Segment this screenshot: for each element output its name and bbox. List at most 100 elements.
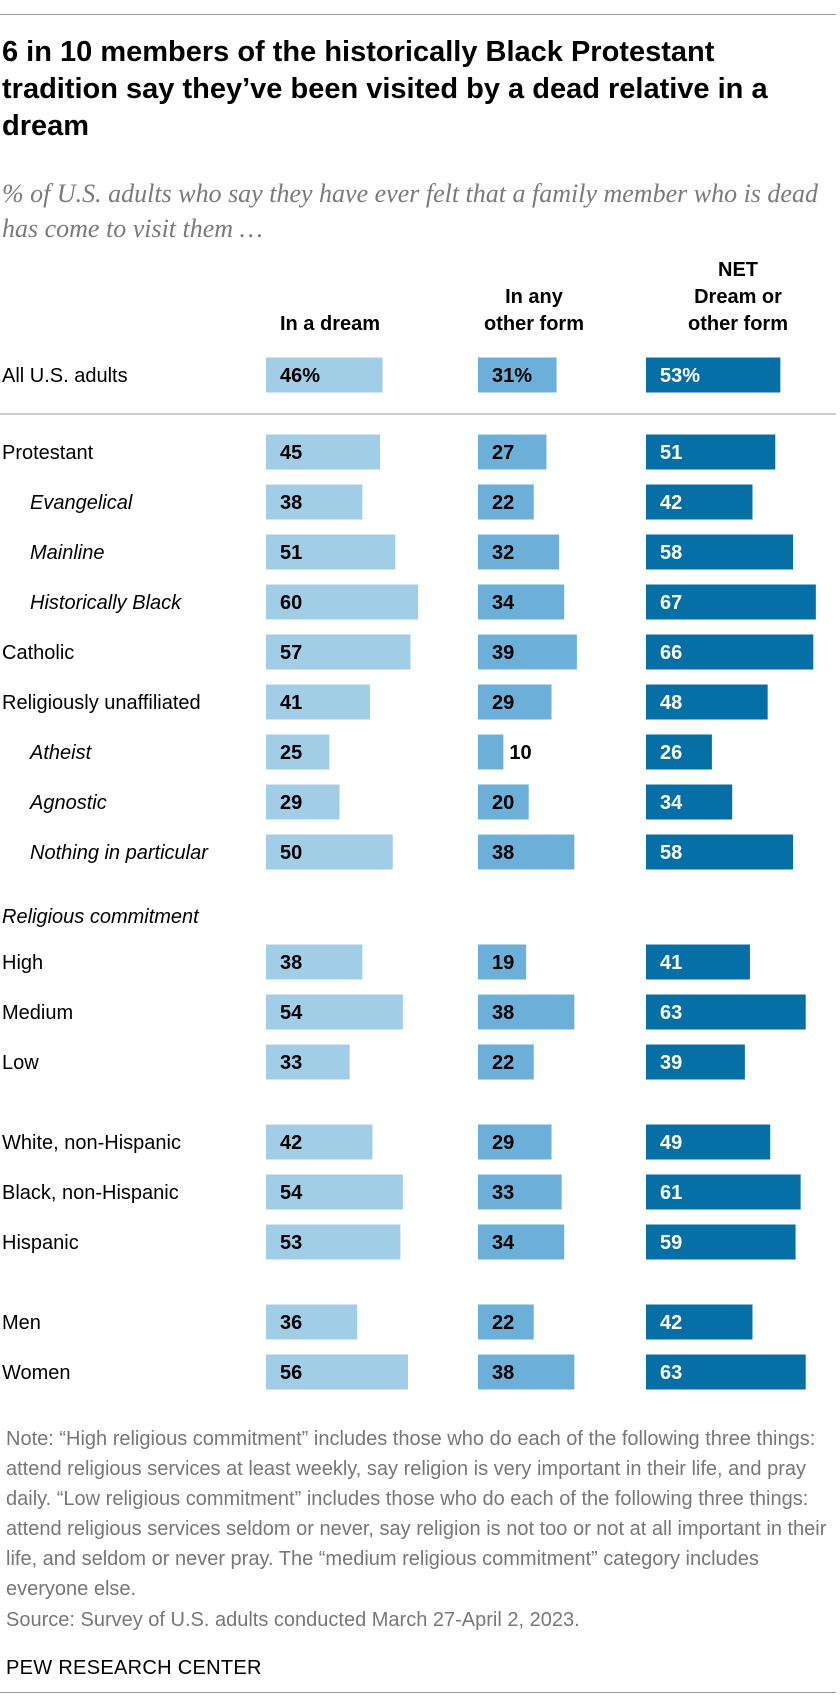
bar-other-form <box>478 634 577 670</box>
bar-dream <box>266 734 330 770</box>
bar-net <box>646 1304 753 1340</box>
data-label: 29 <box>492 692 514 714</box>
data-label: 25 <box>280 742 302 764</box>
data-label: 34 <box>492 1232 515 1254</box>
data-label: 31% <box>492 365 532 387</box>
bar-dream <box>266 484 363 520</box>
data-label: 48 <box>660 692 682 714</box>
data-label: 10 <box>509 742 531 764</box>
bar-other-form <box>478 1354 575 1390</box>
bar-other-form <box>478 684 552 720</box>
row-label: All U.S. adults <box>2 365 128 387</box>
data-label: 67 <box>660 592 682 614</box>
data-label: 54 <box>280 1182 303 1204</box>
bar-net <box>646 584 816 620</box>
bar-net <box>646 784 733 820</box>
data-label: 32 <box>492 542 514 564</box>
row-label: White, non-Hispanic <box>2 1132 181 1154</box>
bar-dream <box>266 1354 408 1390</box>
row-label: Nothing in particular <box>30 842 209 864</box>
data-label: 46% <box>280 365 320 387</box>
data-label: 49 <box>660 1132 682 1154</box>
bar-net <box>646 434 776 470</box>
bottom-rule <box>0 1692 836 1693</box>
data-label: 22 <box>492 1052 514 1074</box>
data-label: 29 <box>492 1132 514 1154</box>
data-label: 42 <box>660 1312 682 1334</box>
bar-other-form <box>478 834 575 870</box>
series-header-2: In any <box>505 286 564 308</box>
row-label: Agnostic <box>29 792 107 814</box>
bar-net <box>646 834 794 870</box>
data-label: 56 <box>280 1362 302 1384</box>
row-label: Mainline <box>30 542 104 564</box>
data-label: 38 <box>492 1002 514 1024</box>
bar-net <box>646 484 753 520</box>
row-label: Low <box>2 1052 39 1074</box>
data-label: 34 <box>492 592 515 614</box>
data-label: 33 <box>492 1182 514 1204</box>
data-label: 42 <box>280 1132 302 1154</box>
series-header-3: other form <box>688 313 788 335</box>
bar-net <box>646 944 750 980</box>
bar-dream <box>266 1124 373 1160</box>
bar-net <box>646 634 814 670</box>
bar-net <box>646 357 781 393</box>
section-header: Religious commitment <box>2 906 200 928</box>
row-label: Atheist <box>29 742 93 764</box>
bar-other-form <box>478 1124 552 1160</box>
data-label: 19 <box>492 952 514 974</box>
bar-dream <box>266 944 363 980</box>
data-label: 53 <box>280 1232 302 1254</box>
row-label: Women <box>2 1362 71 1384</box>
bar-dream <box>266 1044 350 1080</box>
bar-net <box>646 534 794 570</box>
data-label: 41 <box>280 692 302 714</box>
data-label: 22 <box>492 1312 514 1334</box>
row-label: Hispanic <box>2 1232 79 1254</box>
bar-other-form <box>478 584 565 620</box>
bar-dream <box>266 1304 358 1340</box>
data-label: 53% <box>660 365 700 387</box>
bar-dream <box>266 784 340 820</box>
bar-other-form <box>478 994 575 1030</box>
bar-other-form <box>478 784 529 820</box>
bar-other-form <box>478 484 534 520</box>
data-label: 63 <box>660 1362 682 1384</box>
bar-other-form <box>478 434 547 470</box>
bar-dream <box>266 834 393 870</box>
data-label: 20 <box>492 792 514 814</box>
data-label: 38 <box>492 842 514 864</box>
bar-other-form <box>478 1044 534 1080</box>
chart-source: Source: Survey of U.S. adults conducted … <box>6 1609 580 1631</box>
bar-other-form <box>478 357 557 393</box>
bar-dream <box>266 1174 403 1210</box>
bar-dream <box>266 534 396 570</box>
data-label: 66 <box>660 642 682 664</box>
data-label: 29 <box>280 792 302 814</box>
row-label: Medium <box>2 1002 73 1024</box>
bar-dream <box>266 584 419 620</box>
data-label: 39 <box>492 642 514 664</box>
data-label: 39 <box>660 1052 682 1074</box>
bar-net <box>646 1174 801 1210</box>
data-label: 61 <box>660 1182 682 1204</box>
data-label: 38 <box>280 492 302 514</box>
bar-other-form <box>478 734 504 770</box>
chart-note: Note: “High religious commitment” includ… <box>6 1428 827 1600</box>
bar-net <box>646 1224 796 1260</box>
bar-chart: In a dream In any other form NET Dream or oth… <box>0 259 836 1390</box>
data-label: 57 <box>280 642 302 664</box>
bar-other-form <box>478 944 527 980</box>
bar-net <box>646 1124 771 1160</box>
data-label: 58 <box>660 542 682 564</box>
data-label: 41 <box>660 952 682 974</box>
bar-net <box>646 994 806 1030</box>
bar-dream <box>266 634 411 670</box>
data-label: 22 <box>492 492 514 514</box>
row-label: Catholic <box>2 642 74 664</box>
data-label: 51 <box>280 542 302 564</box>
data-label: 38 <box>492 1362 514 1384</box>
row-label: Protestant <box>2 442 94 464</box>
chart-subtitle: % of U.S. adults who say they have ever … <box>2 179 818 243</box>
